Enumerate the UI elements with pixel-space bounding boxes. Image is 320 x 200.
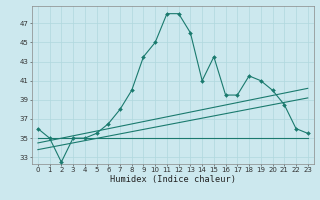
X-axis label: Humidex (Indice chaleur): Humidex (Indice chaleur) <box>110 175 236 184</box>
